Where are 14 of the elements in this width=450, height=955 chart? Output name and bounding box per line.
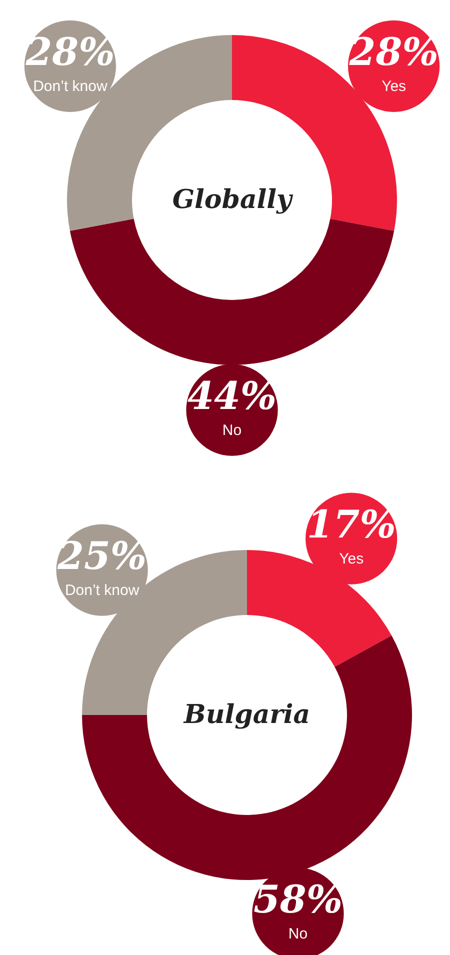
data-label: 17% xyxy=(306,502,396,547)
data-label: 25% xyxy=(56,533,147,578)
text: Globally xyxy=(172,185,294,215)
slice-label: Yes xyxy=(382,78,406,96)
slice-label: Yes xyxy=(339,550,364,568)
data-label: 44% xyxy=(188,373,276,418)
data-label: 28% xyxy=(348,29,438,74)
data-label: 58% xyxy=(253,876,342,922)
slice-label: No xyxy=(288,926,308,943)
text: Bulgaria xyxy=(182,700,310,730)
slice-label: No xyxy=(222,422,242,439)
slice-label: Don’t know xyxy=(64,582,140,600)
data-label: 28% xyxy=(24,29,115,74)
slice-label: Don’t know xyxy=(33,78,108,96)
